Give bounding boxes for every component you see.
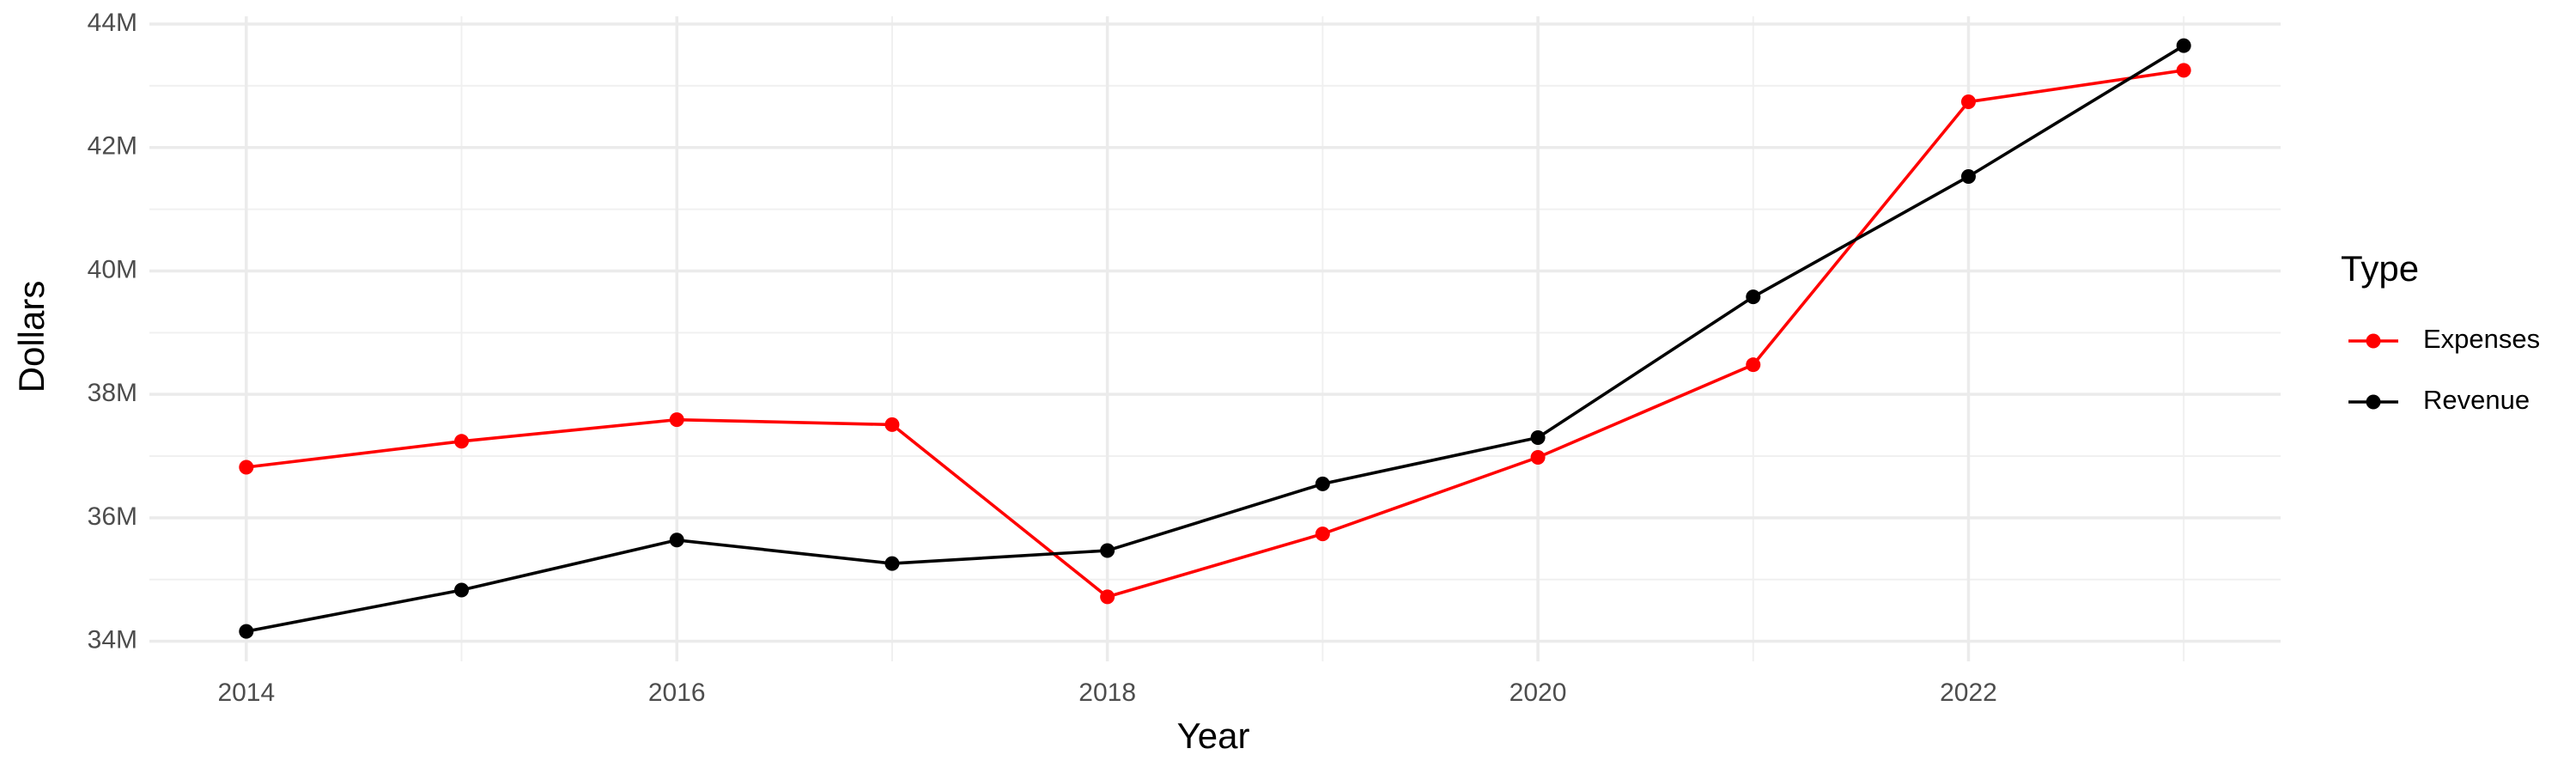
- x-tick-label: 2022: [1940, 679, 1997, 707]
- x-tick-label: 2020: [1510, 679, 1567, 707]
- data-point: [669, 533, 684, 548]
- y-tick-label: 36M: [88, 502, 137, 531]
- data-point: [669, 412, 684, 428]
- y-tick-label: 34M: [88, 626, 137, 654]
- legend-marker: [2366, 394, 2381, 410]
- data-point: [2176, 63, 2191, 78]
- data-point: [884, 417, 900, 432]
- data-point: [454, 434, 470, 449]
- data-point: [239, 460, 254, 475]
- data-point: [2176, 38, 2191, 53]
- x-tick-label: 2018: [1078, 679, 1136, 707]
- data-point: [1960, 168, 1976, 184]
- legend-label: Expenses: [2423, 324, 2540, 354]
- legend-title: Type: [2341, 248, 2419, 289]
- y-tick-label: 42M: [88, 132, 137, 161]
- x-tick-label: 2014: [217, 679, 275, 707]
- series-line: [246, 44, 2185, 633]
- data-point: [454, 582, 470, 598]
- data-point: [1315, 526, 1330, 542]
- y-tick-label: 44M: [88, 9, 137, 37]
- y-axis-title: Dollars: [11, 281, 52, 393]
- data-point: [1530, 429, 1546, 445]
- y-tick-label: 40M: [88, 255, 137, 283]
- data-point: [1530, 449, 1546, 465]
- data-point: [1100, 543, 1115, 558]
- data-point: [239, 624, 254, 639]
- x-tick-label: 2016: [648, 679, 706, 707]
- x-axis-title: Year: [1177, 715, 1250, 756]
- data-point: [1960, 94, 1976, 110]
- data-point: [1746, 357, 1761, 373]
- legend-label: Revenue: [2423, 385, 2530, 415]
- y-tick-label: 38M: [88, 379, 137, 407]
- series-line: [246, 69, 2184, 599]
- data-point: [1100, 589, 1115, 605]
- data-point: [884, 556, 900, 571]
- legend-marker: [2366, 333, 2381, 349]
- data-point: [1315, 476, 1330, 491]
- data-point: [1746, 289, 1761, 305]
